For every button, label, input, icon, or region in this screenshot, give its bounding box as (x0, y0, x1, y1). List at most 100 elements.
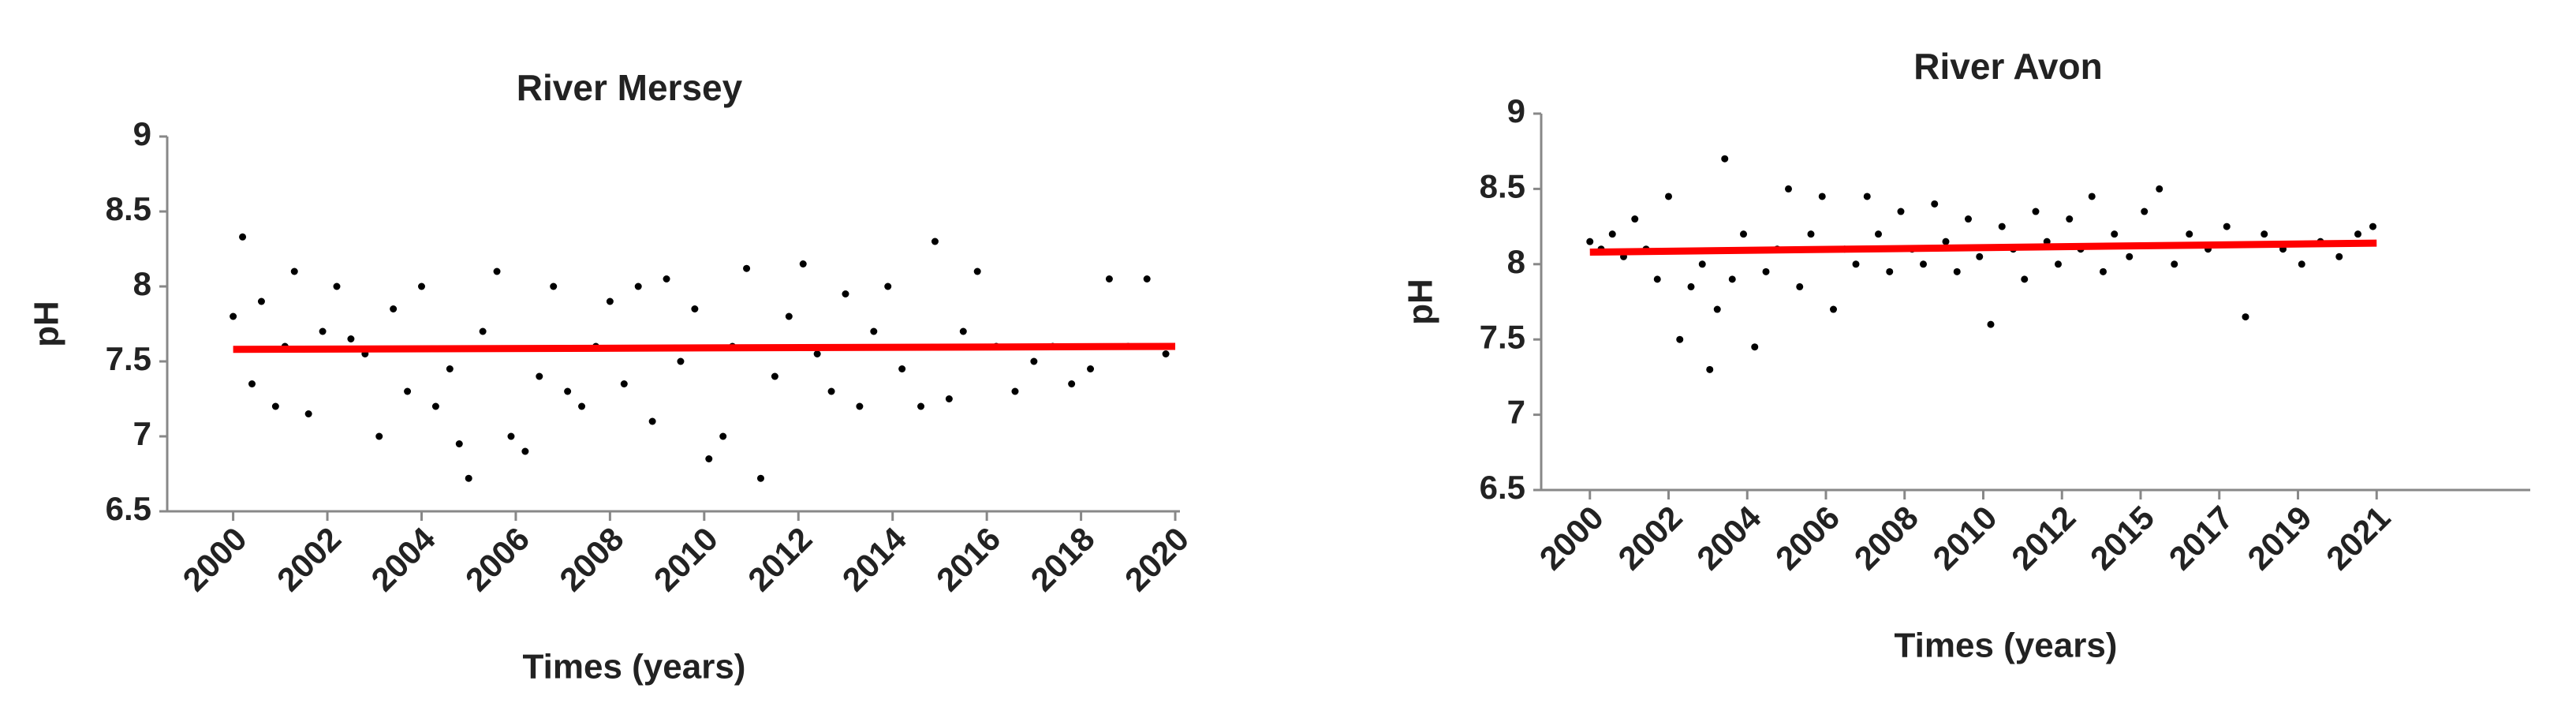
data-point (2223, 223, 2231, 230)
data-point (1105, 275, 1113, 282)
y-tick-label: 8 (1507, 243, 1525, 280)
data-point (271, 402, 279, 410)
data-point (856, 402, 864, 410)
x-tick-label: 2010 (647, 520, 725, 598)
data-point (648, 417, 656, 425)
y-tick-label: 7 (1507, 394, 1525, 431)
data-point (1706, 365, 1714, 373)
data-point (1920, 260, 1927, 268)
data-point (1762, 267, 1770, 275)
data-point (1830, 305, 1837, 313)
x-tick-label: 2018 (1023, 520, 1101, 598)
data-point (1998, 223, 2006, 230)
data-point (507, 432, 515, 440)
data-point (417, 282, 425, 290)
data-point (1698, 260, 1706, 268)
data-point (230, 312, 237, 320)
y-tick-label: 8.5 (106, 190, 151, 227)
data-point (1987, 320, 1995, 328)
data-point (2111, 230, 2119, 238)
x-tick-label: 2016 (929, 520, 1007, 598)
data-point (1631, 215, 1639, 223)
data-point (2369, 223, 2376, 230)
data-point (973, 267, 981, 275)
x-tick-label: 2006 (1768, 499, 1846, 577)
y-tick-label: 7.5 (1480, 318, 1525, 355)
x-tick-label: 2019 (2240, 499, 2318, 577)
y-tick-label: 9 (1507, 92, 1525, 129)
data-point (248, 380, 256, 387)
data-point (1875, 230, 1882, 238)
data-point (1586, 238, 1594, 245)
y-tick-label: 7 (133, 415, 151, 452)
data-point (390, 305, 398, 312)
data-point (1728, 275, 1736, 283)
x-tick-label: 2006 (458, 520, 536, 598)
data-point (1976, 252, 1984, 260)
data-point (827, 387, 835, 395)
data-point (719, 432, 727, 440)
data-point (1740, 230, 1747, 238)
trend-line (1589, 239, 2377, 256)
data-point (1785, 185, 1792, 193)
data-point (1087, 365, 1095, 372)
data-point (2066, 215, 2074, 223)
data-point (884, 282, 892, 290)
data-point (375, 432, 383, 440)
data-point (1942, 238, 1950, 245)
data-point (239, 233, 247, 241)
data-point (870, 327, 878, 335)
data-point (1653, 275, 1661, 283)
trend-line (233, 342, 1176, 354)
x-tick-label: 2002 (1611, 499, 1689, 577)
data-point (2032, 208, 2040, 215)
y-tick-label: 8.5 (1480, 167, 1525, 204)
x-tick-label: 2004 (364, 520, 442, 599)
chart-title: River Avon (1913, 46, 2102, 87)
data-point (677, 357, 685, 365)
data-point (917, 402, 925, 410)
data-point (347, 335, 355, 342)
data-point (431, 402, 439, 410)
data-point (1713, 305, 1721, 313)
data-point (1721, 155, 1729, 163)
x-tick-label: 2020 (1118, 520, 1196, 598)
x-axis-label: Times (years) (523, 648, 746, 686)
data-point (455, 440, 463, 447)
data-point (1687, 282, 1695, 290)
data-point (663, 275, 670, 282)
y-axis-label: pH (28, 301, 66, 347)
data-point (536, 372, 543, 380)
data-point (1886, 267, 1894, 275)
y-axis-label: pH (1402, 279, 1440, 325)
data-point (771, 372, 778, 380)
data-point (1863, 193, 1871, 200)
data-point (404, 387, 412, 395)
data-point (1608, 230, 1616, 238)
data-point (257, 297, 265, 305)
data-point (705, 455, 713, 462)
data-point (479, 327, 487, 335)
y-tick-label: 8 (133, 265, 151, 302)
data-point (691, 305, 699, 312)
data-point (1665, 193, 1672, 200)
x-axis-label: Times (years) (1895, 627, 2118, 665)
data-point (2261, 230, 2268, 238)
y-tick-label: 7.5 (106, 340, 151, 377)
data-point (1143, 275, 1151, 282)
data-point (2242, 313, 2249, 321)
data-point (785, 312, 793, 320)
data-point (2354, 230, 2361, 238)
data-point (1011, 387, 1019, 395)
data-point (2171, 260, 2178, 268)
x-tick-label: 2008 (552, 520, 630, 598)
data-point (521, 447, 529, 455)
data-point (2186, 230, 2193, 238)
data-point (931, 238, 939, 245)
data-point (333, 282, 341, 290)
data-point (2088, 193, 2096, 200)
data-point (319, 327, 327, 335)
x-tick-label: 2004 (1689, 499, 1768, 578)
chart-title: River Mersey (517, 67, 743, 108)
x-tick-label: 2010 (1925, 499, 2003, 577)
